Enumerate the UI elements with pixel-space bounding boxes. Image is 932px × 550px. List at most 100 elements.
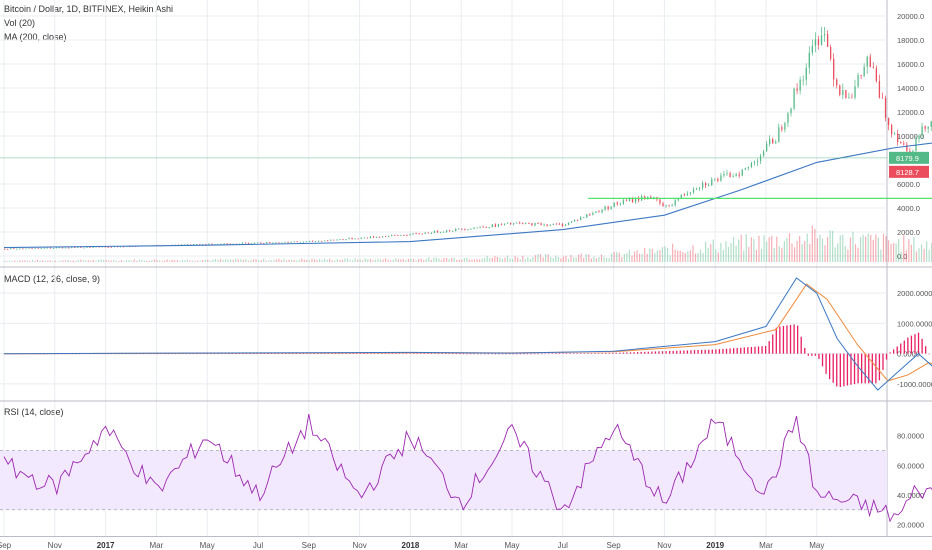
volume-bar	[669, 255, 671, 262]
volume-bar	[727, 246, 730, 262]
volume-bar	[875, 234, 877, 262]
candle-body	[86, 247, 88, 248]
volume-bar	[923, 248, 925, 262]
candle-body	[805, 67, 807, 80]
volume-bar	[517, 257, 519, 262]
candle-body	[250, 243, 253, 245]
volume-bar	[181, 260, 183, 262]
candle-body	[482, 226, 484, 228]
volume-bar	[82, 260, 84, 262]
candle-body	[269, 242, 271, 243]
volume-bar	[344, 258, 346, 262]
volume-bar	[590, 258, 592, 262]
candle-body	[119, 246, 122, 248]
macd-histogram-bar	[903, 340, 905, 354]
volume-bar	[755, 249, 758, 262]
candle-body	[732, 176, 734, 178]
volume-bar	[623, 253, 625, 262]
volume-bar	[664, 246, 666, 262]
volume-bar	[613, 251, 615, 262]
volume-bar	[179, 260, 181, 262]
macd-histogram-bar	[651, 351, 653, 354]
candle-body	[848, 97, 850, 99]
candle-body	[433, 230, 436, 234]
volume-bar	[666, 247, 669, 262]
candle-body	[71, 247, 73, 249]
volume-bar	[433, 257, 435, 262]
candle-body	[845, 89, 847, 98]
volume-bar	[390, 260, 392, 262]
price-tick-label: 4000.0	[897, 204, 920, 213]
macd-histogram-bar	[626, 352, 628, 354]
volume-bar	[527, 257, 529, 262]
volume-bar	[118, 261, 120, 262]
candle-body	[330, 239, 332, 241]
macd-tick-label: 1000.0000	[897, 319, 932, 328]
candle-body	[775, 141, 777, 144]
volume-bar	[834, 247, 836, 262]
macd-histogram-bar	[519, 353, 521, 355]
volume-bar	[636, 250, 638, 262]
volume-bar	[268, 260, 270, 262]
macd-histogram-bar	[263, 353, 265, 354]
volume-bar	[245, 258, 247, 262]
volume-bar	[567, 258, 570, 262]
volume-bar	[593, 256, 595, 262]
volume-bar	[438, 258, 440, 262]
volume-bar	[468, 259, 471, 262]
price-tick-label: 20000.0	[897, 12, 924, 21]
volume-bar	[766, 241, 768, 262]
volume-bar	[885, 236, 887, 262]
candle-body	[583, 217, 585, 219]
macd-histogram-bar	[544, 353, 546, 355]
volume-bar	[616, 251, 618, 262]
volume-bar	[451, 257, 453, 262]
volume-bar	[580, 253, 582, 262]
candle-body	[336, 239, 338, 241]
volume-bar	[575, 257, 577, 262]
candle-body	[192, 244, 195, 245]
candle-body	[750, 163, 753, 167]
candle-body	[110, 246, 112, 248]
macd-histogram-bar	[512, 353, 514, 355]
candle-body	[31, 247, 33, 249]
candle-body	[516, 222, 518, 224]
candle-body	[205, 244, 207, 245]
macd-histogram-bar	[722, 348, 724, 354]
volume-bar	[783, 240, 785, 262]
volume-bar	[928, 249, 930, 262]
macd-histogram-bar	[772, 334, 774, 354]
volume-bar	[748, 247, 750, 262]
volume-bar	[857, 247, 859, 262]
x-tick-label: May	[809, 541, 824, 550]
volume-bar	[537, 254, 539, 262]
volume-bar	[265, 260, 267, 262]
volume-bar	[481, 258, 483, 262]
volume-bar	[171, 259, 173, 262]
volume-bar	[212, 259, 214, 262]
macd-histogram-bar	[469, 353, 472, 355]
volume-bar	[34, 261, 36, 262]
macd-histogram-bar	[786, 325, 788, 354]
volume-bar	[141, 259, 143, 262]
candle-body	[665, 205, 667, 207]
volume-bar	[512, 258, 514, 262]
volume-bar	[189, 260, 191, 262]
volume-bar	[893, 243, 895, 262]
volume-bar	[588, 254, 590, 262]
volume-bar	[85, 260, 87, 262]
volume-legend: Vol (20)	[4, 18, 36, 28]
macd-histogram-bar	[295, 353, 297, 354]
volume-bar	[471, 259, 473, 262]
volume-bar	[443, 258, 445, 262]
macd-histogram-bar	[267, 353, 269, 354]
candle-body	[604, 206, 606, 210]
candle-body	[256, 242, 259, 244]
volume-bar	[758, 235, 760, 262]
rsi-title: RSI (14, close)	[4, 407, 64, 417]
candle-body	[580, 217, 582, 221]
volume-bar	[890, 243, 892, 262]
candle-body	[619, 203, 621, 205]
macd-histogram-bar	[750, 346, 753, 354]
volume-bar	[423, 260, 425, 262]
